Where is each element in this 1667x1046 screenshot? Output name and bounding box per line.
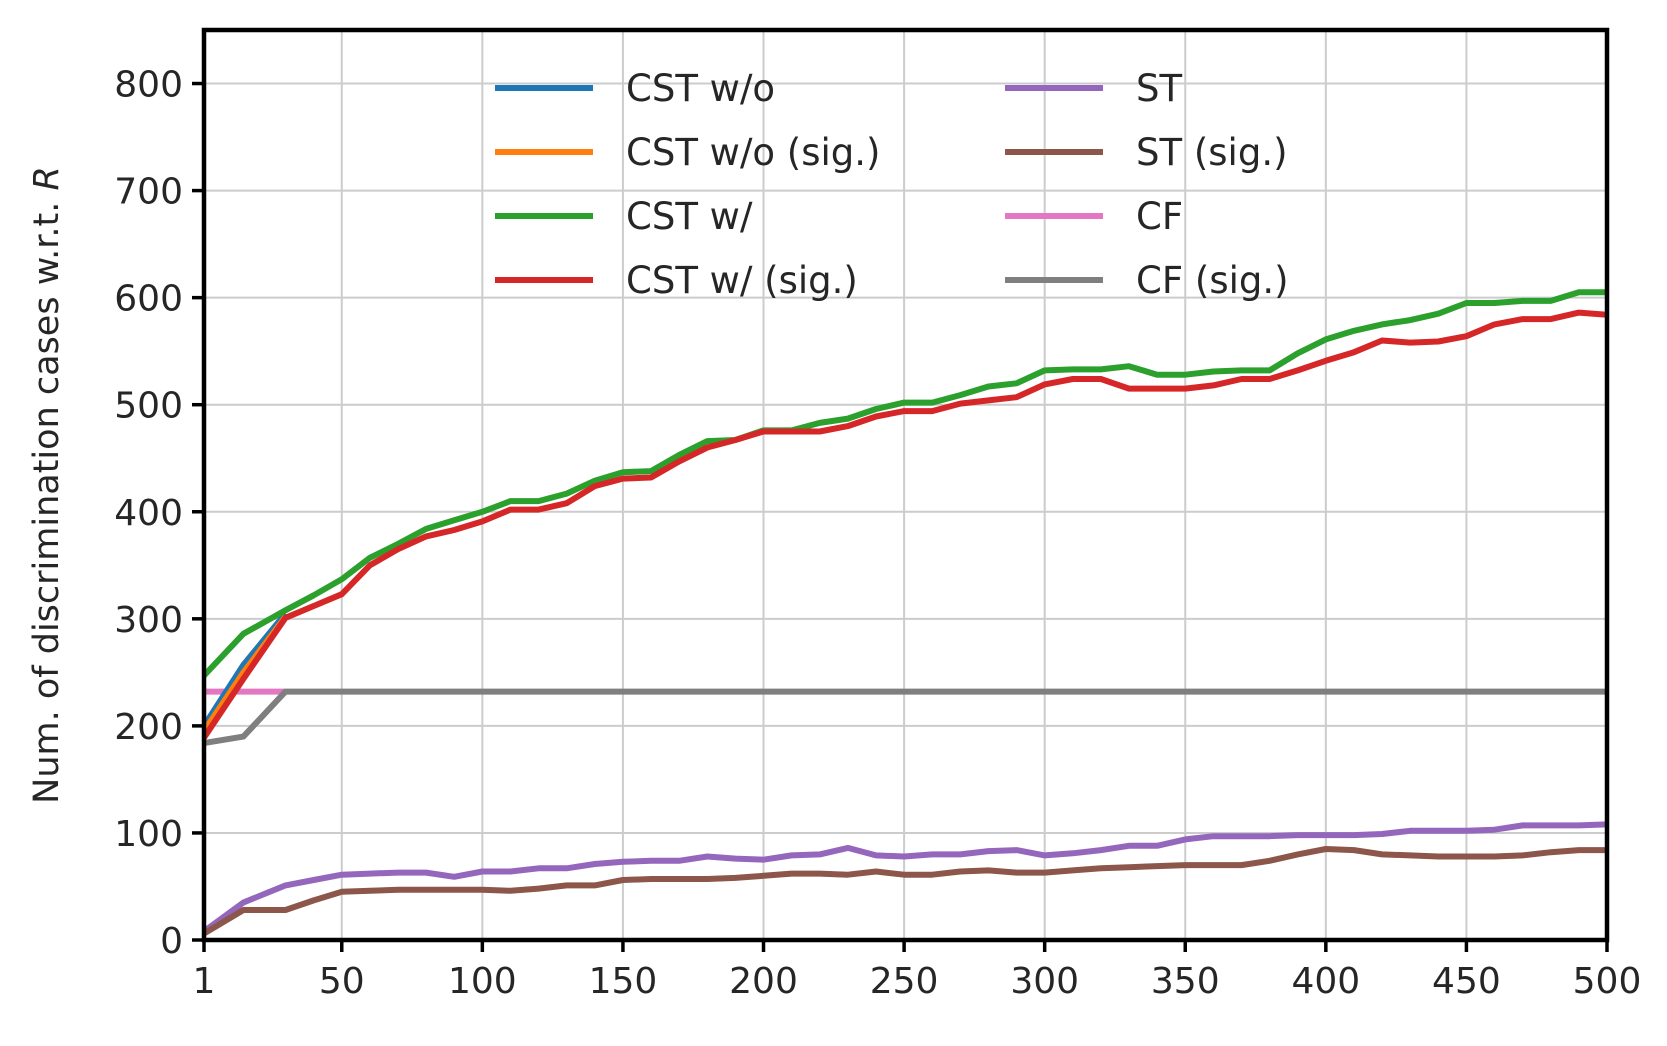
x-tick-label: 100 xyxy=(448,961,517,1002)
y-tick-label: 300 xyxy=(114,600,183,641)
legend-label: CF xyxy=(1136,195,1183,238)
axis-ticks: 1 50 100 150 200 250 300 350 400 450 5000100200300… xyxy=(114,65,1641,1002)
x-tick-label: 250 xyxy=(870,961,939,1002)
x-tick-label: 300 xyxy=(1010,961,1079,1002)
x-tick-label: 400 xyxy=(1291,961,1360,1002)
legend-label: CST w/o (sig.) xyxy=(626,131,880,174)
y-tick-label: 500 xyxy=(114,386,183,427)
legend-label: CST w/ xyxy=(626,195,753,238)
y-tick-label: 100 xyxy=(114,814,183,855)
x-tick-label: 150 xyxy=(589,961,658,1002)
y-axis-title-variable: R xyxy=(27,166,67,190)
y-tick-label: 600 xyxy=(114,279,183,320)
series-line xyxy=(204,846,1607,937)
legend: CST w/o CST w/o (sig.) CST w/CST w/ (sig.)… xyxy=(495,67,1289,302)
legend-label: CF (sig.) xyxy=(1136,259,1289,302)
x-tick-label: 350 xyxy=(1151,961,1220,1002)
legend-label: CST w/ (sig.) xyxy=(626,259,858,302)
legend-label: CST w/o xyxy=(626,67,775,110)
y-tick-label: 200 xyxy=(114,707,183,748)
series-line xyxy=(204,821,1607,934)
x-tick-label: 50 xyxy=(319,961,365,1002)
series-line xyxy=(204,688,1607,746)
y-tick-label: 0 xyxy=(160,921,183,962)
y-axis-title: Num. of discrimination cases w.r.t. R xyxy=(27,166,67,804)
x-tick-label: 200 xyxy=(729,961,798,1002)
y-tick-label: 800 xyxy=(114,65,183,106)
x-tick-label: 1 xyxy=(193,961,216,1002)
y-tick-label: 400 xyxy=(114,493,183,534)
series-layer xyxy=(204,289,1607,937)
series-line xyxy=(204,289,1607,678)
legend-label: ST xyxy=(1136,67,1182,110)
legend-label: ST (sig.) xyxy=(1136,131,1288,174)
y-tick-label: 700 xyxy=(114,172,183,213)
x-tick-label: 500 xyxy=(1573,961,1642,1002)
x-tick-label: 450 xyxy=(1432,961,1501,1002)
y-axis-title-text: Num. of discrimination cases w.r.t. xyxy=(27,190,67,803)
series-line xyxy=(204,309,1607,740)
